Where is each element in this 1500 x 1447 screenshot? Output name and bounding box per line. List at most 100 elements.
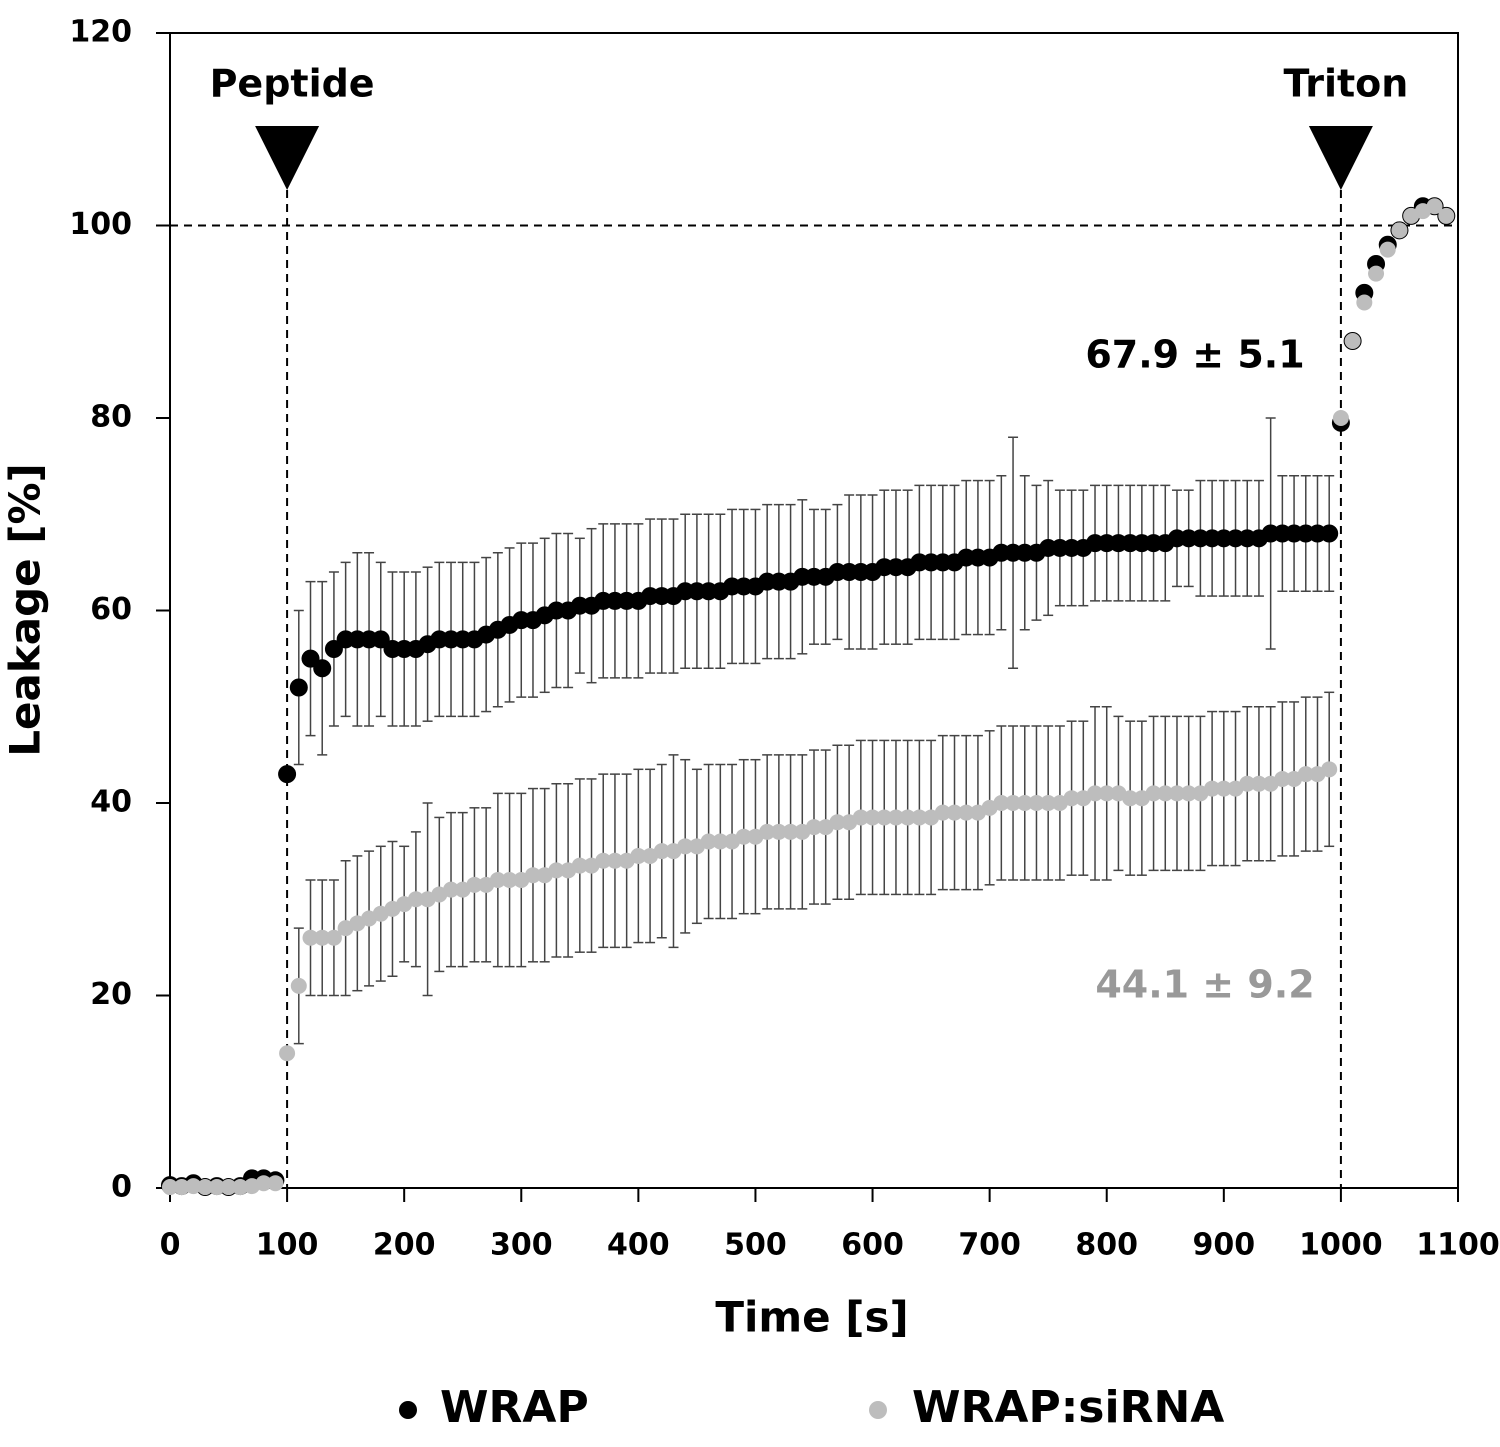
data-point (290, 977, 307, 994)
y-tick-label: 100 (69, 207, 132, 242)
data-point (1098, 785, 1115, 802)
data-point (325, 929, 342, 946)
data-point (887, 809, 904, 826)
data-point (1204, 780, 1221, 797)
y-tick-label: 120 (69, 15, 132, 50)
y-axis-title: Leakage [%] (1, 463, 50, 757)
data-point (289, 678, 308, 697)
y-tick-label: 20 (90, 977, 132, 1012)
data-point (759, 823, 776, 840)
data-point (466, 876, 483, 893)
data-point (770, 823, 787, 840)
data-point (197, 1179, 214, 1196)
data-point (876, 809, 893, 826)
data-point (934, 804, 951, 821)
marker-label: Peptide (210, 62, 375, 106)
data-point (1157, 785, 1174, 802)
data-point (313, 659, 332, 678)
data-point (958, 804, 975, 821)
y-tick-label: 60 (90, 592, 132, 627)
data-point (208, 1179, 225, 1196)
x-tick-label: 700 (958, 1228, 1021, 1263)
data-point (501, 872, 518, 888)
data-point (700, 833, 717, 850)
data-point (1063, 790, 1080, 807)
data-point (1215, 780, 1232, 797)
data-point (267, 1175, 284, 1192)
data-point (1239, 775, 1256, 792)
data-point (1321, 761, 1338, 778)
data-point (1087, 785, 1104, 802)
x-tick-label: 400 (607, 1228, 670, 1263)
legend-marker (869, 1401, 887, 1419)
x-tick-label: 500 (724, 1228, 787, 1263)
data-point (993, 795, 1010, 811)
data-point (1356, 294, 1373, 311)
data-point (255, 1175, 272, 1192)
data-point (946, 804, 963, 821)
data-point (1180, 785, 1197, 802)
data-point (232, 1179, 249, 1196)
data-point (1250, 775, 1267, 792)
data-point (899, 809, 916, 826)
data-point (1274, 770, 1291, 787)
x-tick-label: 900 (1193, 1228, 1256, 1263)
data-point (735, 828, 752, 845)
data-point (314, 929, 331, 946)
data-point (489, 872, 506, 888)
data-point (911, 809, 928, 826)
data-point (1368, 265, 1385, 282)
x-tick-label: 0 (160, 1228, 181, 1263)
data-point (852, 809, 869, 826)
data-point (1320, 524, 1339, 543)
data-point (782, 823, 799, 840)
data-point (829, 814, 846, 831)
x-tick-label: 100 (256, 1228, 319, 1263)
x-tick-label: 1000 (1299, 1228, 1383, 1263)
data-point (571, 857, 588, 874)
data-point (712, 833, 729, 850)
y-tick-label: 80 (90, 400, 132, 435)
data-point (1297, 766, 1314, 783)
data-point (1438, 207, 1455, 224)
data-point (1040, 795, 1057, 811)
data-point (302, 929, 319, 946)
legend-label: WRAP:siRNA (912, 1382, 1224, 1433)
x-tick-label: 800 (1075, 1228, 1138, 1263)
data-point (606, 852, 623, 869)
data-point (1145, 785, 1162, 802)
y-tick-label: 40 (90, 785, 132, 820)
data-point (1391, 222, 1408, 239)
data-point (173, 1179, 190, 1196)
data-point (1332, 410, 1349, 426)
y-tick-label: 0 (111, 1170, 132, 1205)
data-point (279, 1045, 296, 1062)
data-point (278, 765, 297, 784)
annotation: 67.9 ± 5.1 (1085, 333, 1304, 377)
legend-marker (399, 1401, 417, 1419)
data-point (548, 862, 565, 879)
data-point (1168, 785, 1185, 802)
data-point (524, 867, 541, 884)
x-tick-label: 300 (490, 1228, 553, 1263)
marker-arrow (255, 126, 320, 190)
marker-label: Triton (1283, 62, 1408, 106)
data-point (864, 809, 881, 826)
x-axis-title: Time [s] (715, 1293, 908, 1342)
data-point (1379, 241, 1396, 258)
data-point (407, 891, 424, 908)
data-point (1426, 198, 1443, 215)
x-tick-label: 200 (373, 1228, 436, 1263)
x-tick-label: 600 (841, 1228, 904, 1263)
data-point (162, 1179, 178, 1196)
data-point (1344, 333, 1361, 349)
data-point (1122, 790, 1139, 807)
data-point (677, 838, 694, 855)
data-point (220, 1179, 237, 1196)
data-point (1028, 795, 1045, 811)
x-tick-label: 1100 (1416, 1228, 1500, 1263)
data-point (185, 1178, 202, 1195)
data-point (1005, 795, 1022, 811)
data-point (595, 852, 612, 869)
data-point (806, 819, 822, 836)
